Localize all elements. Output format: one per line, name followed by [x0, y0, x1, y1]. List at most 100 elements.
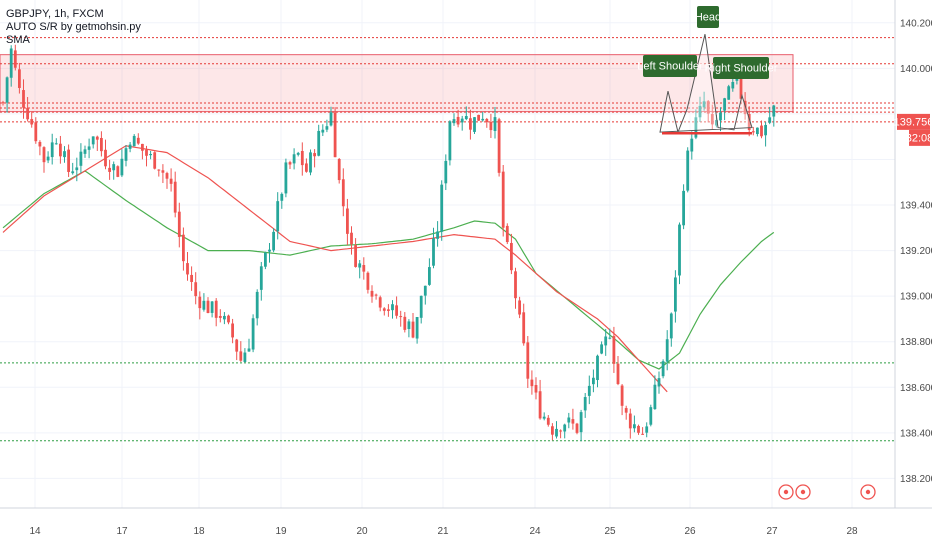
candle-body	[772, 105, 776, 117]
time-tick-label: 26	[684, 526, 696, 537]
candle-body	[497, 119, 501, 173]
candle-body	[305, 163, 308, 172]
candle-body	[313, 153, 316, 157]
candle-body	[83, 149, 87, 154]
candle-body	[280, 193, 284, 201]
candle-body	[145, 149, 148, 156]
candle-body	[706, 101, 710, 114]
candle-body	[354, 245, 357, 267]
candle-body	[473, 117, 476, 132]
time-tick-label: 20	[356, 526, 368, 537]
candle-body	[538, 391, 542, 419]
candle-body	[272, 231, 275, 251]
price-tick-label: 138.400	[900, 428, 932, 439]
head-label: Head	[695, 12, 721, 24]
candle-body	[54, 143, 58, 145]
candle-body	[34, 122, 38, 142]
candle-body	[284, 162, 288, 194]
time-tick-label: 17	[116, 526, 128, 537]
candle-body	[300, 150, 304, 166]
candle-body	[120, 158, 124, 176]
time-axis-bg	[0, 508, 932, 550]
candle-body	[518, 300, 521, 315]
candle-body	[231, 323, 234, 338]
candle-body	[485, 119, 489, 123]
candle-body	[214, 300, 218, 318]
candle-body	[514, 271, 517, 299]
candle-body	[177, 211, 181, 237]
time-tick-label: 27	[766, 526, 778, 537]
candle-body	[682, 190, 685, 226]
candle-body	[551, 426, 554, 435]
candle-body	[649, 407, 653, 425]
candle-body	[764, 124, 767, 136]
candle-body	[71, 171, 75, 174]
candle-body	[387, 309, 390, 311]
candle-body	[526, 342, 530, 379]
candle-body	[440, 184, 444, 232]
candle-body	[530, 379, 534, 387]
candle-body	[95, 136, 99, 140]
sma-slow-line	[2, 145, 668, 393]
candle-body	[259, 266, 263, 290]
candle-body	[604, 336, 608, 346]
candle-body	[608, 337, 612, 339]
candle-body	[563, 424, 567, 432]
candle-body	[653, 384, 657, 410]
candle-body	[481, 118, 485, 121]
left-shoulder-label-box	[643, 55, 697, 77]
candle-body	[587, 385, 591, 396]
candle-body	[391, 304, 394, 311]
chart-grid	[0, 0, 895, 508]
candle-body	[542, 416, 546, 419]
candle-body	[362, 265, 366, 272]
candle-body	[124, 148, 128, 161]
head-label-box	[697, 6, 719, 28]
candle-body	[395, 305, 398, 316]
candle-body	[624, 408, 628, 413]
time-tick-label: 14	[29, 526, 41, 537]
candle-body	[723, 98, 726, 111]
price-tick-label: 139.200	[900, 246, 932, 257]
candle-body	[194, 282, 198, 297]
candle-body	[727, 86, 731, 100]
candle-body	[251, 318, 255, 350]
candle-body	[132, 135, 136, 147]
event-marker-dot	[800, 489, 806, 495]
candle-body	[292, 154, 296, 164]
right-shoulder-label: Right Shoulder	[705, 63, 778, 75]
candle-body	[645, 426, 649, 433]
candle-body	[374, 294, 378, 296]
countdown-label: 32:08	[906, 132, 932, 144]
candle-body	[264, 252, 267, 267]
time-tick-label: 25	[604, 526, 616, 537]
symbol-title[interactable]: GBPJPY, 1h, FXCM	[6, 8, 104, 20]
candle-body	[91, 136, 95, 145]
current-price-tag	[897, 113, 930, 130]
candle-body	[620, 385, 624, 406]
candle-body	[42, 147, 46, 163]
candle-body	[698, 105, 702, 118]
candle-body	[600, 344, 603, 354]
price-axis-bg	[895, 0, 932, 508]
candle-body	[309, 152, 312, 173]
price-axis[interactable]: 138.200 138.400 138.600 138.800 139.000 139.2…	[894, 0, 932, 508]
candle-body	[22, 90, 25, 108]
candle-body	[75, 167, 79, 171]
candle-body	[415, 316, 419, 339]
candle-body	[428, 267, 431, 285]
candle-body	[739, 70, 743, 99]
candle-body	[460, 118, 464, 123]
candle-body	[182, 234, 185, 262]
current-price-label: 139.756	[894, 116, 932, 128]
indicator-auto-sr[interactable]: AUTO S/R by getmohsin.py	[6, 21, 141, 33]
candle-body	[79, 151, 83, 166]
time-axis[interactable]: 14 17 18 19 20 21 24 25 26 27 28	[0, 507, 932, 550]
candle-body	[370, 290, 374, 297]
candle-body	[436, 231, 439, 239]
chart-legend: GBPJPY, 1h, FXCM AUTO S/R by getmohsin.p…	[6, 8, 141, 47]
candle-body	[165, 173, 169, 179]
candle-body	[489, 121, 493, 131]
indicator-sma[interactable]: SMA	[6, 34, 30, 46]
